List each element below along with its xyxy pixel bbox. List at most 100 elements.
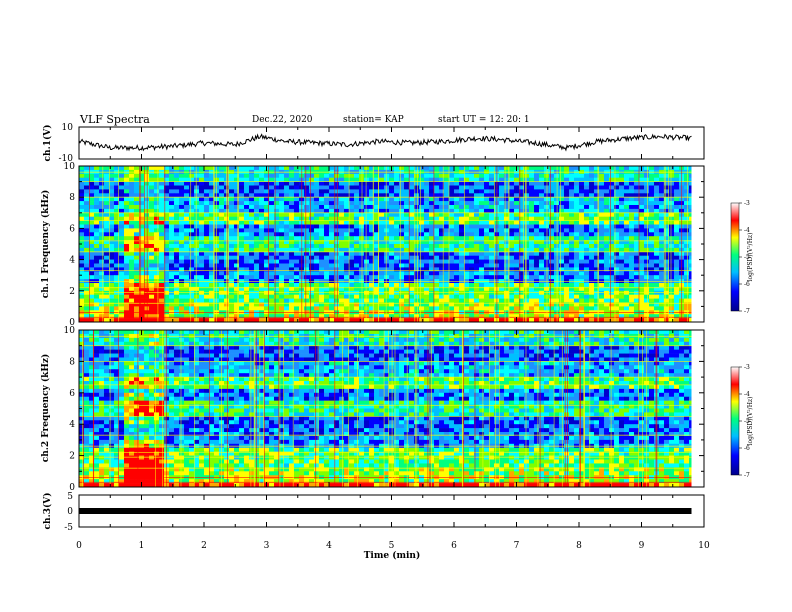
spectrogram-cell: [539, 314, 545, 319]
spectrogram-cell: [254, 302, 260, 307]
spectrogram-cell: [629, 205, 635, 210]
spectrogram-cell: [349, 177, 355, 182]
spectrogram-cell: [179, 185, 185, 190]
spectrogram-cell: [274, 193, 280, 198]
spectrogram-cell: [384, 205, 390, 210]
spectrogram-cell: [489, 212, 495, 217]
spectrogram-cell: [239, 240, 245, 245]
spectrogram-cell: [644, 216, 650, 221]
spectrogram-cell: [664, 244, 670, 249]
spectrogram-cell: [344, 290, 350, 295]
spectrogram-cell: [104, 298, 110, 303]
spectrogram-cell: [269, 290, 275, 295]
spectrogram-cell: [654, 294, 660, 299]
spectrogram-cell: [489, 201, 495, 206]
spectrogram-cell: [659, 193, 665, 198]
spectrogram-cell: [654, 314, 660, 319]
spectrogram-cell: [519, 208, 525, 214]
spectrogram-cell: [89, 173, 95, 178]
spectrogram-cell: [554, 189, 560, 194]
spectrogram-cell: [449, 177, 455, 182]
spectrogram-cell: [314, 298, 320, 303]
spectrogram-cell: [284, 267, 290, 272]
spectrogram-cell: [379, 208, 385, 214]
spectrogram-cell: [369, 259, 375, 264]
spectrogram-cell: [94, 166, 100, 171]
spectrogram-cell: [234, 306, 240, 311]
spectrogram-cell: [109, 201, 115, 206]
spectrogram-cell: [674, 244, 680, 249]
spectrogram-cell: [414, 228, 420, 233]
spectrogram-cell: [659, 181, 665, 186]
spectrogram-cell: [584, 259, 590, 264]
spectrogram-cell: [399, 244, 405, 249]
spectrogram-cell: [384, 201, 390, 206]
spectrogram-cell: [379, 224, 385, 229]
spectrogram-cell: [114, 224, 120, 229]
spectrogram-cell: [599, 302, 605, 307]
spectrogram-cell: [314, 251, 320, 256]
start-time-label: start UT = 12: 20: 1: [438, 115, 530, 125]
spectrogram-cell: [394, 255, 400, 260]
spectrogram-cell: [279, 283, 285, 288]
spectrogram-cell: [529, 286, 535, 292]
spectrogram-cell: [169, 251, 175, 256]
spectrogram-cell: [469, 240, 475, 245]
spectrogram-cell: [489, 302, 495, 307]
spectrogram-cell: [519, 189, 525, 194]
spectrogram-cell: [269, 197, 275, 202]
spectrogram-cell: [269, 220, 275, 225]
spectrogram-cell: [349, 173, 355, 178]
spectrogram-cell: [154, 228, 160, 233]
spectrogram-cell: [119, 306, 125, 311]
spectrogram-cell: [414, 290, 420, 295]
spectrogram-cell: [664, 228, 670, 233]
spectrogram-cell: [329, 208, 335, 214]
spectrogram-cell: [554, 181, 560, 186]
spectrogram-cell: [249, 267, 255, 272]
spectrogram-cell: [559, 193, 565, 198]
spectrogram-cell: [284, 259, 290, 264]
spectrogram-cell: [524, 224, 530, 229]
spectrogram-cell: [654, 236, 660, 241]
spectrogram-cell: [124, 236, 130, 241]
spectrogram-cell: [304, 228, 310, 233]
spectrogram-cell: [219, 247, 225, 253]
spectrogram-cell: [629, 259, 635, 264]
spectrogram-cell: [509, 240, 515, 245]
spectrogram-cell: [634, 212, 640, 217]
spectrogram-cell: [94, 267, 100, 272]
spectrogram-cell: [559, 166, 565, 171]
spectrogram-cell: [434, 216, 440, 221]
spectrogram-cell: [529, 236, 535, 241]
spectrogram-cell: [534, 205, 540, 210]
spectrogram-cell: [104, 193, 110, 198]
spectrogram-cell: [554, 212, 560, 217]
spectrogram-cell: [439, 205, 445, 210]
spectrogram-cell: [534, 255, 540, 260]
spectrogram-cell: [479, 201, 485, 206]
spectrogram-cell: [114, 173, 120, 178]
spectrogram-cell: [84, 244, 90, 249]
spectrogram-cell: [649, 290, 655, 295]
spectrogram-cell: [329, 181, 335, 186]
spectrogram-cell: [219, 166, 225, 171]
spectrogram-cell: [469, 306, 475, 311]
spectrogram-cell: [259, 306, 265, 311]
spectrogram-cell: [469, 232, 475, 237]
spectrogram-cell: [484, 318, 490, 323]
spectrogram-cell: [399, 259, 405, 264]
spectrogram-cell: [529, 259, 535, 264]
spectrogram-cell: [644, 173, 650, 178]
spectrogram-cell: [594, 201, 600, 206]
spectrogram-cell: [599, 220, 605, 225]
spectrogram-cell: [479, 306, 485, 311]
spectrogram-cell: [259, 244, 265, 249]
spectrogram-cell: [324, 224, 330, 229]
spectrogram-cell: [124, 290, 130, 295]
spectrogram-cell: [279, 166, 285, 171]
spectrogram-cell: [399, 286, 405, 292]
spectrogram-cell: [409, 251, 415, 256]
spectrogram-cell: [294, 318, 300, 323]
spectrogram-cell: [259, 283, 265, 288]
